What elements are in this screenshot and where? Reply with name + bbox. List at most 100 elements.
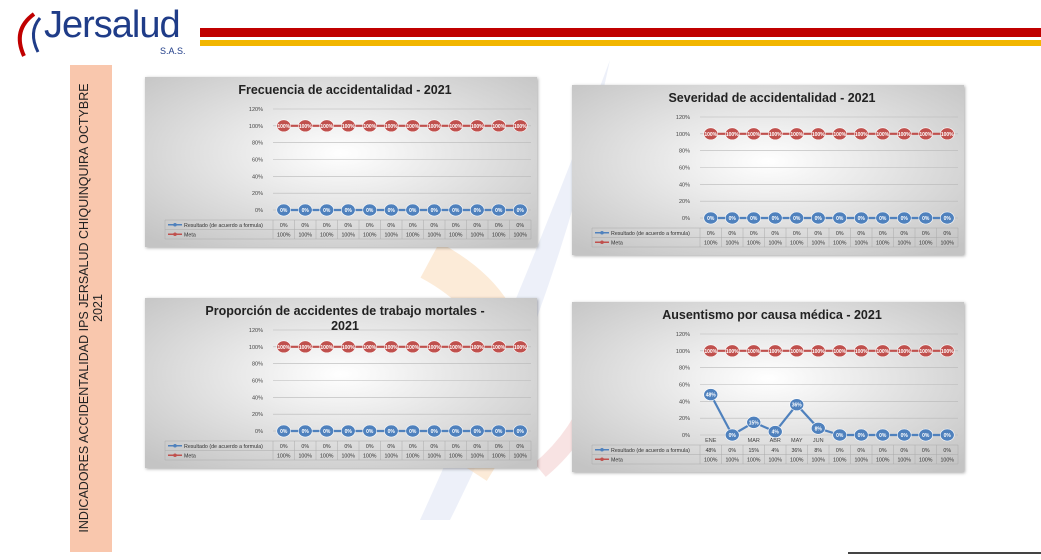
table-cell: 0% bbox=[771, 231, 779, 237]
data-label: 0% bbox=[793, 216, 801, 222]
data-label: 0% bbox=[729, 216, 737, 222]
data-label: 0% bbox=[345, 429, 353, 435]
y-tick-label: 40% bbox=[679, 182, 690, 188]
data-label: 0% bbox=[858, 216, 866, 222]
y-tick-label: 0% bbox=[682, 216, 690, 222]
table-cell: 100% bbox=[513, 453, 527, 459]
data-label: 100% bbox=[769, 349, 782, 355]
table-cell: 0% bbox=[409, 223, 417, 229]
table-cell: 100% bbox=[406, 453, 420, 459]
data-label: 0% bbox=[388, 429, 396, 435]
table-cell: 0% bbox=[836, 231, 844, 237]
data-label: 100% bbox=[704, 132, 717, 138]
table-cell: 100% bbox=[704, 457, 718, 463]
table-cell: 0% bbox=[366, 223, 374, 229]
data-label: 0% bbox=[729, 433, 737, 439]
data-label: 100% bbox=[514, 124, 527, 130]
table-cell: 100% bbox=[449, 453, 463, 459]
table-cell: 0% bbox=[836, 448, 844, 454]
data-label: 100% bbox=[492, 345, 505, 351]
y-tick-label: 0% bbox=[682, 433, 690, 439]
table-cell: 100% bbox=[854, 240, 868, 246]
table-cell: 0% bbox=[366, 444, 374, 450]
data-label: 100% bbox=[790, 132, 803, 138]
data-label: 0% bbox=[302, 429, 310, 435]
table-cell: 8% bbox=[814, 448, 822, 454]
data-label: 100% bbox=[385, 345, 398, 351]
data-label: 100% bbox=[406, 345, 419, 351]
table-cell: 100% bbox=[363, 232, 377, 238]
y-tick-label: 40% bbox=[252, 395, 263, 401]
table-cell: 100% bbox=[747, 240, 761, 246]
data-label: 100% bbox=[406, 124, 419, 130]
table-cell: 0% bbox=[323, 444, 331, 450]
table-cell: 0% bbox=[943, 231, 951, 237]
table-cell: 0% bbox=[280, 223, 288, 229]
data-label: 0% bbox=[901, 433, 909, 439]
data-label: 0% bbox=[409, 429, 417, 435]
legend-label: Meta bbox=[184, 232, 196, 238]
data-label: 100% bbox=[726, 349, 739, 355]
data-label: 100% bbox=[747, 349, 760, 355]
table-cell: 0% bbox=[452, 444, 460, 450]
table-cell: 0% bbox=[301, 223, 309, 229]
table-cell: 0% bbox=[387, 444, 395, 450]
y-tick-label: 40% bbox=[252, 174, 263, 180]
table-cell: 100% bbox=[384, 453, 398, 459]
legend-label: Resultado (de acuerdo a formula) bbox=[184, 444, 263, 450]
y-tick-label: 120% bbox=[676, 332, 690, 338]
data-label: 100% bbox=[363, 345, 376, 351]
legend-swatch bbox=[600, 231, 604, 235]
table-cell: 100% bbox=[277, 232, 291, 238]
data-label: 0% bbox=[323, 429, 331, 435]
table-cell: 0% bbox=[387, 223, 395, 229]
data-label: 100% bbox=[790, 349, 803, 355]
table-cell: 100% bbox=[747, 457, 761, 463]
table-cell: 100% bbox=[768, 240, 782, 246]
y-tick-label: 20% bbox=[252, 191, 263, 197]
data-label: 100% bbox=[855, 132, 868, 138]
data-label: 4% bbox=[772, 430, 780, 436]
table-cell: 100% bbox=[298, 453, 312, 459]
data-label: 100% bbox=[471, 124, 484, 130]
data-label: 0% bbox=[323, 208, 331, 214]
data-label: 0% bbox=[280, 429, 288, 435]
legend-swatch bbox=[600, 240, 604, 244]
logo: Jersalud bbox=[44, 4, 180, 47]
table-cell: 100% bbox=[897, 240, 911, 246]
y-tick-label: 120% bbox=[249, 107, 263, 113]
chart-title: Severidad de accidentalidad - 2021 bbox=[632, 91, 912, 106]
data-label: 100% bbox=[514, 345, 527, 351]
side-title: INDICADORES ACCIDENTALIDAD IPS JERSALUD … bbox=[77, 73, 105, 543]
table-cell: 0% bbox=[280, 444, 288, 450]
table-cell: 0% bbox=[430, 444, 438, 450]
data-label: 0% bbox=[750, 216, 758, 222]
data-label: 0% bbox=[431, 208, 439, 214]
data-label: 100% bbox=[385, 124, 398, 130]
table-cell: 100% bbox=[320, 232, 334, 238]
table-cell: 0% bbox=[857, 448, 865, 454]
table-cell: 100% bbox=[341, 453, 355, 459]
x-tick-label: MAY bbox=[791, 438, 803, 444]
table-cell: 100% bbox=[897, 457, 911, 463]
data-label: 0% bbox=[280, 208, 288, 214]
data-label: 0% bbox=[836, 433, 844, 439]
chart-canvas: 0%20%40%60%80%100%120%Resultado (de acue… bbox=[572, 85, 964, 255]
x-tick-label: ENE bbox=[705, 438, 717, 444]
y-tick-label: 20% bbox=[252, 412, 263, 418]
table-cell: 100% bbox=[320, 453, 334, 459]
table-cell: 100% bbox=[833, 240, 847, 246]
table-cell: 100% bbox=[811, 457, 825, 463]
data-label: 0% bbox=[879, 216, 887, 222]
data-label: 0% bbox=[474, 429, 482, 435]
table-cell: 100% bbox=[427, 232, 441, 238]
table-cell: 100% bbox=[470, 232, 484, 238]
data-label: 100% bbox=[898, 132, 911, 138]
y-tick-label: 80% bbox=[679, 149, 690, 155]
y-tick-label: 80% bbox=[252, 362, 263, 368]
data-label: 0% bbox=[431, 429, 439, 435]
data-label: 0% bbox=[302, 208, 310, 214]
data-label: 0% bbox=[366, 208, 374, 214]
data-label: 0% bbox=[707, 216, 715, 222]
